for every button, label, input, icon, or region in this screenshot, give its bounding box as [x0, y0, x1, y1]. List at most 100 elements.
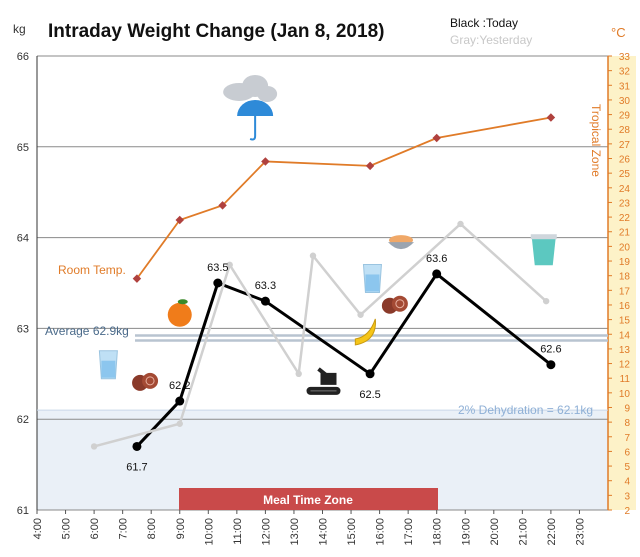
- y2-tick-label: 19: [619, 257, 631, 268]
- water-glass-icon: [98, 350, 118, 380]
- y-tick-label: 63: [17, 323, 29, 335]
- rain-cloud-umbrella-icon: [223, 74, 278, 141]
- y-unit-right: °C: [611, 25, 626, 40]
- y2-tick-label: 11: [620, 374, 631, 385]
- y-tick-label: 61: [17, 505, 29, 517]
- data-label: 63.3: [255, 280, 276, 292]
- y2-tick-label: 29: [619, 111, 631, 122]
- y2-tick-label: 25: [619, 169, 631, 180]
- x-tick-label: 22:00: [546, 518, 558, 546]
- x-tick-label: 23:00: [574, 518, 586, 546]
- y2-tick-label: 20: [619, 242, 631, 253]
- x-tick-label: 19:00: [460, 518, 472, 546]
- meal-time-zone-label: Meal Time Zone: [263, 493, 353, 507]
- yesterday-point: [176, 420, 183, 427]
- y2-tick-label: 5: [624, 462, 630, 473]
- banana-icon: [354, 318, 376, 346]
- today-point: [260, 296, 270, 306]
- tropical-zone-band: [608, 56, 636, 510]
- y-unit-left: kg: [13, 22, 26, 36]
- legend-today: Black :Today: [450, 16, 518, 30]
- y2-tick-label: 26: [619, 155, 631, 166]
- tropical-zone-label: Tropical Zone: [589, 104, 603, 177]
- y2-tick-label: 23: [619, 198, 631, 209]
- y2-tick-label: 8: [624, 418, 630, 429]
- y-tick-label: 62: [17, 414, 29, 426]
- temp-point: [218, 201, 227, 210]
- sausage-icon: [381, 295, 408, 314]
- y2-tick-label: 16: [619, 301, 631, 312]
- today-point: [432, 269, 442, 279]
- x-tick-label: 17:00: [403, 518, 415, 546]
- yesterday-point: [295, 370, 302, 377]
- y2-tick-label: 30: [619, 96, 631, 107]
- x-tick-label: 8:00: [146, 518, 158, 539]
- y2-tick-label: 18: [619, 272, 631, 283]
- x-tick-label: 7:00: [118, 518, 130, 539]
- data-label: 62.6: [540, 344, 561, 356]
- y2-tick-label: 9: [624, 403, 630, 414]
- y2-tick-label: 15: [619, 316, 631, 327]
- y-tick-label: 66: [17, 51, 29, 63]
- rice-bowl-icon: [388, 235, 415, 250]
- today-point: [365, 369, 375, 379]
- yesterday-point: [226, 261, 233, 269]
- y-tick-label: 64: [17, 233, 29, 245]
- y-tick-label: 65: [17, 142, 29, 154]
- y2-tick-label: 33: [619, 52, 631, 63]
- x-tick-label: 20:00: [489, 518, 501, 546]
- y2-tick-label: 10: [619, 389, 631, 400]
- y2-tick-label: 7: [624, 433, 630, 444]
- temp-point: [132, 274, 142, 283]
- y2-tick-label: 3: [624, 491, 630, 502]
- y2-tick-label: 6: [624, 447, 630, 458]
- temp-point: [432, 133, 441, 143]
- y2-tick-label: 28: [619, 125, 631, 136]
- y2-tick-label: 24: [619, 184, 631, 195]
- temp-point: [175, 215, 184, 225]
- x-tick-label: 13:00: [289, 518, 301, 546]
- dehydration-label: 2% Dehydration = 62.1kg: [458, 403, 593, 417]
- x-tick-label: 5:00: [61, 518, 73, 539]
- x-tick-label: 14:00: [318, 518, 330, 546]
- today-point: [175, 396, 185, 406]
- y2-tick-label: 13: [619, 345, 631, 356]
- y2-tick-label: 22: [619, 213, 631, 224]
- data-label: 62.5: [359, 389, 380, 401]
- data-label: 63.6: [426, 253, 447, 265]
- average-label: Average 62.9kg: [45, 324, 129, 338]
- data-label: 61.7: [126, 461, 147, 473]
- y2-tick-label: 4: [624, 477, 630, 488]
- x-tick-label: 6:00: [89, 518, 101, 539]
- series-line-yesterday: [93, 222, 547, 448]
- temp-point: [261, 157, 270, 166]
- x-tick-label: 10:00: [203, 518, 215, 546]
- y2-tick-label: 32: [619, 67, 631, 78]
- today-point: [132, 441, 142, 451]
- water-glass-icon: [362, 263, 382, 293]
- y2-tick-label: 21: [619, 228, 631, 239]
- x-tick-label: 4:00: [32, 518, 44, 539]
- temp-point: [546, 113, 556, 122]
- x-tick-label: 18:00: [432, 518, 444, 546]
- yesterday-point: [542, 297, 550, 305]
- drink-cup-icon: [530, 234, 557, 266]
- y2-tick-label: 31: [619, 81, 631, 92]
- yesterday-point: [309, 252, 317, 259]
- today-point: [546, 360, 556, 370]
- y2-tick-label: 27: [619, 140, 631, 151]
- yesterday-point: [357, 311, 364, 318]
- yesterday-point: [457, 220, 464, 228]
- y2-tick-label: 17: [619, 286, 631, 297]
- legend-yesterday: Gray:Yesterday: [450, 33, 532, 47]
- treadmill-icon: [306, 367, 341, 395]
- orange-icon: [167, 299, 192, 327]
- x-tick-label: 11:00: [232, 518, 244, 545]
- x-tick-label: 21:00: [517, 518, 529, 546]
- x-tick-label: 12:00: [260, 518, 272, 546]
- sausage-icon: [132, 372, 159, 391]
- temp-point: [365, 161, 375, 171]
- series-line-room-temp: [136, 116, 552, 280]
- x-tick-label: 15:00: [346, 518, 358, 546]
